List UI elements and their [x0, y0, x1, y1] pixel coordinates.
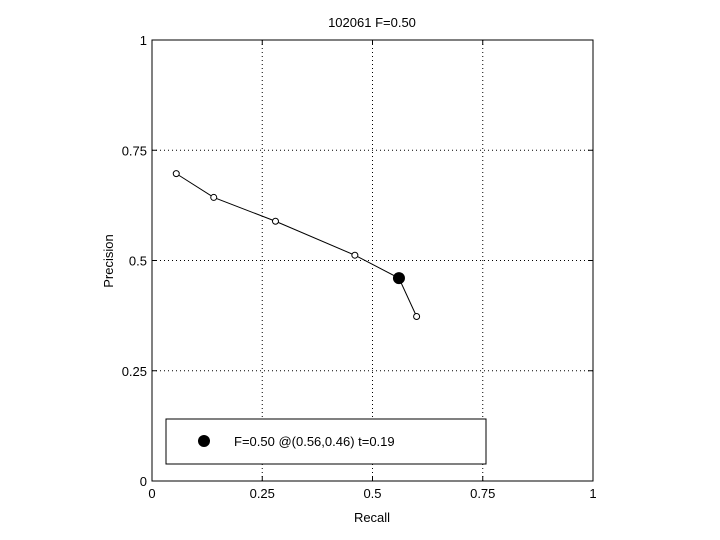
legend-label: F=0.50 @(0.56,0.46) t=0.19 — [234, 434, 395, 449]
legend: F=0.50 @(0.56,0.46) t=0.19 — [165, 418, 487, 465]
grid-lines — [152, 40, 593, 481]
y-tick-label: 1 — [140, 33, 147, 48]
y-tick-label: 0 — [140, 474, 147, 489]
x-tick-label: 0.5 — [363, 486, 381, 501]
data-point — [172, 170, 180, 178]
legend-marker — [198, 435, 210, 447]
axis-ticks: 0 0.25 0.5 0.75 1 0 0.25 0.5 0.75 1 — [122, 33, 597, 501]
x-axis-label: Recall — [354, 510, 390, 525]
data-point — [271, 217, 279, 225]
data-point — [210, 193, 218, 201]
x-tick-label: 1 — [589, 486, 596, 501]
x-tick-label: 0.75 — [470, 486, 495, 501]
x-tick-label: 0 — [148, 486, 155, 501]
y-axis-label: Precision — [101, 234, 116, 287]
data-point — [413, 313, 421, 321]
series-layer — [172, 170, 421, 321]
series-line — [175, 173, 418, 317]
legend-box — [165, 418, 487, 465]
y-tick-label: 0.5 — [129, 254, 147, 269]
x-tick-label: 0.25 — [250, 486, 275, 501]
best-f-point — [392, 272, 405, 285]
y-tick-label: 0.25 — [122, 364, 147, 379]
data-point — [351, 251, 359, 259]
chart-title: 102061 F=0.50 — [328, 15, 416, 30]
y-tick-label: 0.75 — [122, 143, 147, 158]
